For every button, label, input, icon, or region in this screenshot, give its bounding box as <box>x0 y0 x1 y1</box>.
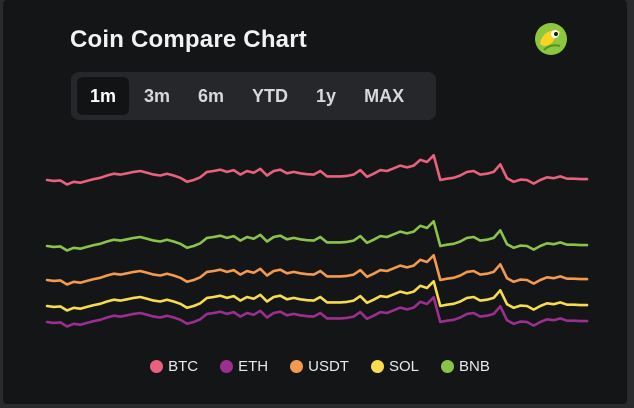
legend-dot-icon <box>150 360 164 373</box>
series-line-bnb[interactable] <box>45 220 589 252</box>
series-line-btc[interactable] <box>45 154 589 186</box>
legend-label: USDT <box>308 358 349 375</box>
series-line-sol[interactable] <box>45 280 589 312</box>
tab-max[interactable]: MAX <box>364 85 405 106</box>
tab-3m[interactable]: 3m <box>144 85 171 106</box>
legend-item-eth[interactable]: ETH <box>220 358 268 375</box>
chart-legend: BTC ETH USDT SOL BNB <box>3 358 627 375</box>
line-chart <box>45 154 589 328</box>
tab-1y[interactable]: 1y <box>316 85 337 106</box>
timeframe-tabs: 1m 3m 6m YTD 1y MAX <box>71 72 436 120</box>
legend-item-usdt[interactable]: USDT <box>290 358 349 375</box>
chart-card: Coin Compare Chart 1m 3m 6m YTD 1y MAX B… <box>3 0 627 404</box>
legend-label: BTC <box>168 358 199 375</box>
legend-item-btc[interactable]: BTC <box>150 358 198 375</box>
gecko-icon[interactable] <box>534 22 568 56</box>
legend-label: BNB <box>459 358 490 375</box>
legend-dot-icon <box>441 360 454 373</box>
series-line-usdt[interactable] <box>45 254 589 286</box>
chart-title: Coin Compare Chart <box>70 26 307 53</box>
legend-item-bnb[interactable]: BNB <box>441 358 490 375</box>
series-line-eth[interactable] <box>45 296 589 328</box>
legend-item-sol[interactable]: SOL <box>370 358 419 375</box>
tab-6m[interactable]: 6m <box>198 85 225 106</box>
legend-dot-icon <box>220 360 234 373</box>
tab-1m[interactable]: 1m <box>77 77 130 115</box>
legend-dot-icon <box>370 360 384 373</box>
legend-label: ETH <box>238 358 269 375</box>
tab-ytd[interactable]: YTD <box>252 85 289 106</box>
legend-dot-icon <box>290 360 304 373</box>
legend-label: SOL <box>388 358 419 375</box>
